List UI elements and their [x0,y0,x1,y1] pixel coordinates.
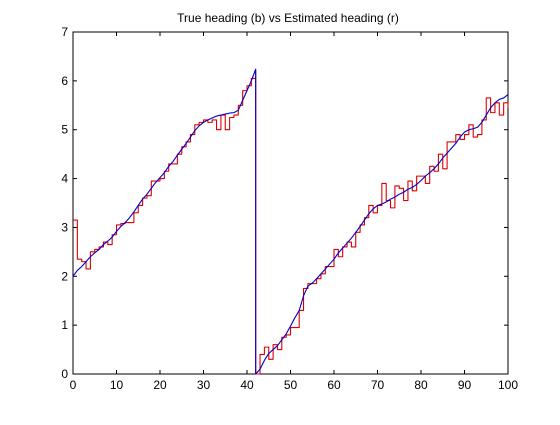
estimated-heading-line [73,70,509,375]
y-tick-label: 1 [61,318,68,332]
true-heading-line [72,68,509,375]
x-tick-label: 100 [498,378,518,392]
x-tick-label: 20 [153,378,167,392]
x-tick-label: 50 [284,378,298,392]
y-tick-label: 5 [61,123,68,137]
plot-area: 0 10 20 30 40 50 60 70 80 90 100 0 1 2 3 4 5 6 7 [61,25,518,392]
x-tick-label: 70 [371,378,385,392]
x-tick-label: 80 [414,378,428,392]
chart-title: True heading (b) vs Estimated heading (r… [177,11,399,25]
plot-frame [72,31,509,375]
y-tick-label: 4 [61,172,68,186]
y-tick-label: 6 [61,74,68,88]
y-tick-label: 7 [61,25,68,39]
y-tick-label: 3 [61,220,68,234]
y-tick-label: 0 [61,367,68,381]
x-tick-label: 30 [197,378,211,392]
x-tick-label: 10 [110,378,124,392]
x-tick-label: 60 [327,378,341,392]
x-tick-label: 40 [240,378,254,392]
x-tick-label: 0 [70,378,77,392]
x-tick-label: 90 [458,378,472,392]
y-tick-label: 2 [61,269,68,283]
